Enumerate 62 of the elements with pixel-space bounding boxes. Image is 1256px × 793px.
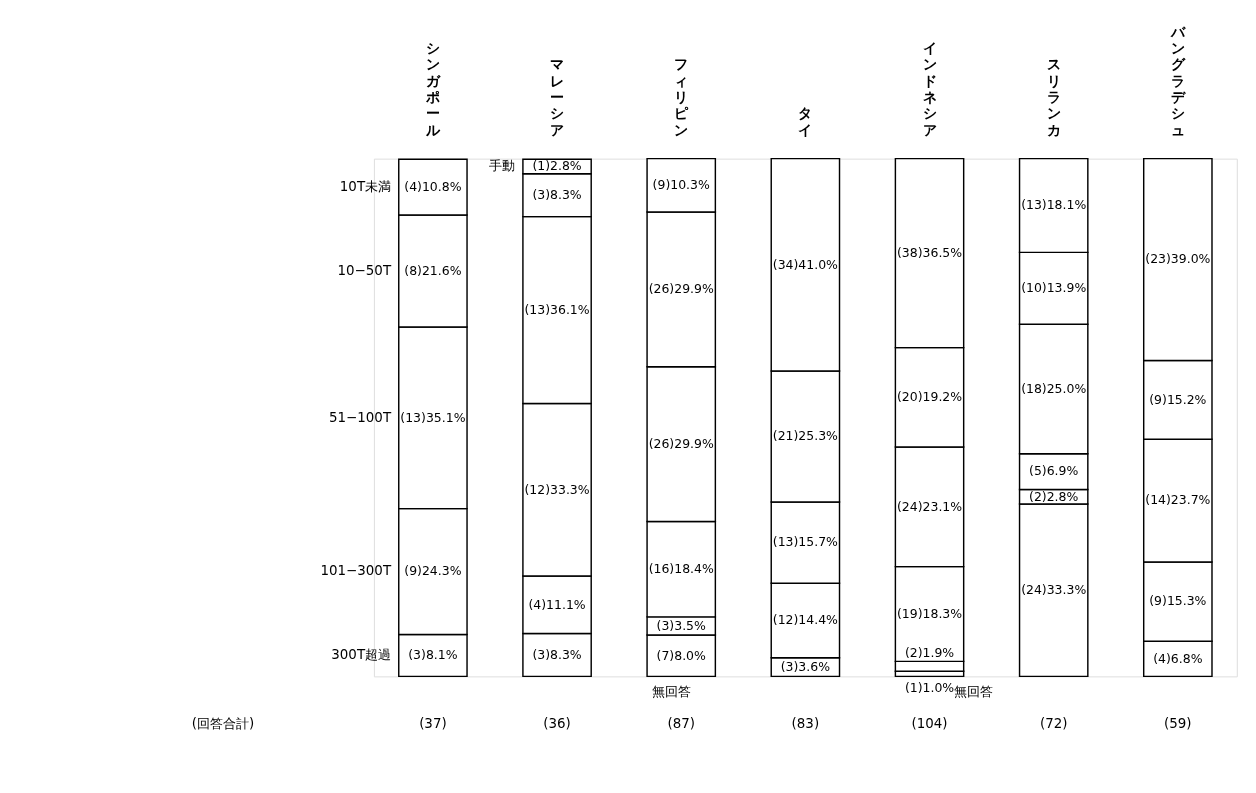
data-label: (13)36.1% [524,301,590,317]
data-label: (2)1.9% [904,644,955,660]
data-label: (20)19.2% [896,389,963,405]
data-label: (24)23.1% [896,498,963,514]
text: (59) [1164,716,1192,732]
series-label: 300T超過 [331,647,392,663]
text: (72) [1039,716,1068,732]
data-label: (3)3.5% [656,617,707,633]
x-tick-label: バングラデシュ [1169,23,1186,138]
data-label: (19)18.3% [896,605,963,621]
data-label: (7)8.0% [656,647,707,663]
data-label: (3)8.1% [408,647,458,663]
data-label: (24)33.3% [1021,582,1087,598]
data-label: (18)25.0% [1021,380,1087,396]
data-label: (13)18.1% [1021,197,1087,213]
data-label: (3)8.3% [532,646,582,662]
data-label: (9)10.3% [652,177,710,193]
data-label: (34)41.0% [772,256,839,272]
data-label: (8)21.6% [404,262,462,278]
data-label: (12)14.4% [772,612,839,628]
data-label: (26)29.9% [648,436,714,452]
data-label: (9)24.3% [404,563,462,579]
x-tick-label: スリランカ [1046,56,1061,138]
x-tick-label: シンガポール [424,40,441,138]
text: (104) [911,716,948,732]
data-label: (23)39.0% [1145,251,1211,267]
data-label: (3)8.3% [532,186,582,202]
series-label: 101−300T [320,563,392,579]
text: (83) [791,716,820,732]
data-label: (9)15.2% [1149,391,1207,407]
text: (87) [667,716,695,732]
data-label: (5)6.9% [1029,463,1079,479]
text: 無回答 [652,683,692,699]
series-label: 手動 [489,158,516,174]
data-label: (3)3.6% [780,658,831,674]
data-label: (13)15.7% [772,534,839,550]
data-label: (10)13.9% [1021,280,1087,296]
data-label: (12)33.3% [524,481,590,497]
text: (回答合計) [191,716,255,732]
data-label: (4)11.1% [528,596,586,612]
x-tick-label: インドネシア [922,40,937,138]
data-label: (1)2.8% [532,158,582,174]
x-tick-label: タイ [798,105,813,138]
data-label: (38)36.5% [896,244,963,260]
data-label: (13)35.1% [400,409,466,425]
data-label: (4)6.8% [1153,650,1203,666]
x-tick-label: マレーシア [550,56,565,138]
data-label: (21)25.3% [772,428,839,444]
data-label: (9)15.3% [1149,593,1207,609]
data-label: (14)23.7% [1145,492,1211,508]
data-label: (16)18.4% [648,561,714,577]
series-label: 10−50T [337,262,392,278]
text: 無回答 [954,683,994,699]
data-label: (4)10.8% [404,178,462,194]
series-label: 51−100T [329,409,392,425]
data-label: (1)1.0% [904,679,955,695]
text: (36) [543,716,571,732]
data-label: (2)2.8% [1029,488,1079,504]
data-label: (26)29.9% [648,281,714,297]
text: (37) [419,716,447,732]
x-tick-label: フィリピン [674,56,690,138]
series-label: 10T未満 [339,178,392,194]
